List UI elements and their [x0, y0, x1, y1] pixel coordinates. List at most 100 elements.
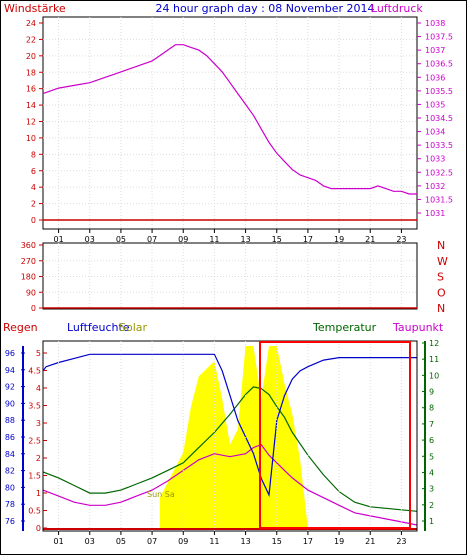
x-tick-label: 01: [53, 235, 63, 244]
pressure-tick-label: 1031: [425, 209, 445, 218]
pressure-tick-label: 1037.5: [425, 33, 453, 42]
x-tick-label: 13: [240, 537, 250, 546]
temperature-tick-label: 11: [429, 355, 439, 364]
temperature-tick-label: 5: [429, 452, 434, 461]
regen-axis-label: Regen: [3, 321, 38, 334]
x-tick-label: 17: [303, 235, 313, 244]
compass-letter: O: [437, 286, 446, 299]
wind-axis-label: Windstärke: [4, 2, 66, 15]
direction-tick-label: 360: [21, 241, 36, 250]
regen-tick-label: 1: [36, 489, 41, 498]
panel1-pressure-ticks: 1038 1037.5 1037 1036.5 1036 1035.5 1035 1034.5…: [417, 19, 453, 218]
temperature-tick-label: 10: [429, 371, 439, 380]
pressure-tick-label: 1031.5: [425, 195, 453, 204]
x-tick-label: 01: [53, 537, 63, 546]
wind-tick-label: 18: [26, 68, 36, 77]
humidity-tick-label: 80: [5, 483, 15, 492]
pressure-line: [42, 44, 417, 195]
regen-tick-label: 3: [36, 419, 41, 428]
pressure-tick-label: 1032: [425, 182, 445, 191]
compass-letter: W: [437, 255, 448, 268]
x-tick-label: 07: [147, 537, 157, 546]
pressure-tick-label: 1033.5: [425, 141, 453, 150]
x-tick-label: 09: [178, 537, 188, 546]
solar-axis-label: Solar: [119, 321, 148, 334]
wind-tick-label: 8: [31, 150, 36, 159]
humidity-line: [42, 353, 417, 498]
dewpoint-line: [42, 443, 418, 526]
panel1-frame: [42, 16, 418, 230]
panel3-series: [42, 346, 418, 530]
chart-title: 24 hour graph day : 08 November 2014: [155, 2, 374, 15]
pressure-tick-label: 1035.5: [425, 87, 453, 96]
panel1-x-ticks: 01 03 05 07 09 11 13 15 17 19 21 23: [53, 229, 407, 244]
temperature-tick-label: 12: [429, 339, 439, 348]
x-tick-label: 21: [365, 235, 375, 244]
regen-tick-label: 2: [36, 454, 41, 463]
wind-tick-label: 20: [26, 52, 36, 61]
x-tick-label: 07: [147, 235, 157, 244]
pressure-tick-label: 1036.5: [425, 60, 453, 69]
x-tick-label: 13: [240, 235, 250, 244]
x-tick-label: 11: [209, 537, 219, 546]
temperature-line: [42, 386, 418, 512]
regen-tick-label: 1.5: [28, 472, 41, 481]
compass-letter: S: [437, 271, 444, 284]
pressure-tick-label: 1037: [425, 46, 445, 55]
humidity-tick-label: 84: [5, 450, 15, 459]
direction-tick-label: 90: [26, 288, 36, 297]
temperature-tick-label: 3: [429, 485, 434, 494]
temperature-tick-label: 7: [429, 420, 434, 429]
panel3-frame: [42, 340, 418, 532]
x-tick-label: 21: [365, 537, 375, 546]
direction-tick-label: 180: [21, 273, 36, 282]
temperature-axis-label: Temperatur: [312, 321, 377, 334]
humidity-tick-label: 96: [5, 349, 15, 358]
regen-tick-label: 0.5: [28, 507, 41, 516]
highlight-window: [259, 341, 411, 529]
compass-letter: N: [437, 239, 445, 252]
x-tick-label: 19: [334, 537, 344, 546]
humidity-tick-label: 88: [5, 416, 15, 425]
x-tick-label: 17: [303, 537, 313, 546]
temperature-tick-label: 6: [429, 436, 434, 445]
wind-tick-label: 16: [26, 85, 36, 94]
wind-tick-label: 2: [31, 200, 36, 209]
panel2-gridlines: [43, 243, 417, 309]
pressure-tick-label: 1034.5: [425, 114, 453, 123]
humidity-axis-label: Luftfeuchte: [67, 321, 130, 334]
wind-tick-label: 6: [31, 167, 36, 176]
x-tick-label: 15: [272, 537, 282, 546]
x-tick-label: 23: [396, 537, 406, 546]
temperature-tick-label: 2: [429, 501, 434, 510]
panel3-humidity-ticks: 96 94 92 90 88 86 84 82 80 78 76: [5, 346, 25, 531]
humidity-tick-label: 92: [5, 383, 15, 392]
pressure-tick-label: 1034: [425, 128, 445, 137]
temperature-tick-label: 8: [429, 404, 434, 413]
regen-tick-label: 5: [36, 349, 41, 358]
wind-tick-label: 10: [26, 134, 36, 143]
humidity-tick-label: 82: [5, 467, 15, 476]
x-tick-label: 05: [116, 537, 126, 546]
pressure-tick-label: 1038: [425, 19, 445, 28]
dewpoint-axis-label: Taupunkt: [392, 321, 444, 334]
humidity-tick-label: 94: [5, 366, 15, 375]
panel3-x-ticks: 01 03 05 07 09 11 13 15 17 19 21 23: [53, 531, 407, 546]
solar-area: [159, 346, 308, 528]
direction-tick-label: 270: [21, 257, 36, 266]
x-tick-label: 19: [334, 235, 344, 244]
humidity-tick-label: 86: [5, 433, 15, 442]
direction-tick-label: 0: [31, 304, 36, 313]
x-tick-label: 03: [85, 537, 95, 546]
x-tick-label: 05: [116, 235, 126, 244]
panel2-direction-ticks: 360 270 180 90 0: [21, 241, 43, 313]
pressure-tick-label: 1035: [425, 100, 445, 109]
humidity-tick-label: 78: [5, 500, 15, 509]
x-tick-label: 03: [85, 235, 95, 244]
solar-annotation: Sun Sa: [147, 490, 175, 499]
wind-tick-label: 24: [26, 19, 36, 28]
pressure-tick-label: 1033: [425, 155, 445, 164]
